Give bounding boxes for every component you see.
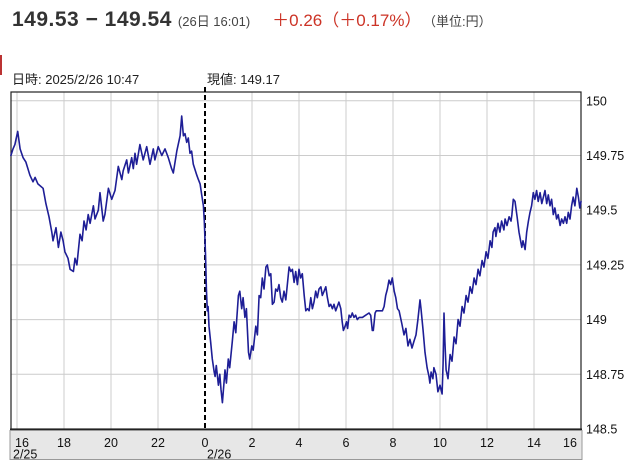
crosshair-datetime-label: 日時: 2025/2/26 10:47 [12, 72, 140, 87]
crosshair-price-label: 現値: 149.17 [207, 72, 280, 87]
price-change: ＋0.26（＋0.17%） [272, 11, 422, 30]
y-tick-label: 149 [586, 313, 607, 327]
left-edge-marker [0, 55, 2, 75]
x-tick-label: 14 [527, 436, 541, 450]
x-tick-label: 16 [563, 436, 577, 450]
y-tick-label: 150 [586, 94, 607, 108]
x-date-label: 2/26 [207, 448, 231, 462]
crosshair-readout: 日時: 2025/2/26 10:47 現値: 149.17 [0, 69, 624, 87]
y-tick-label: 148.5 [586, 423, 617, 437]
y-tick-label: 149.25 [586, 258, 624, 272]
x-tick-label: 16 [15, 436, 29, 450]
x-tick-label: 2 [249, 436, 256, 450]
y-tick-label: 149.75 [586, 149, 624, 163]
unit-note: （単位:円） [429, 14, 492, 29]
x-tick-label: 0 [202, 436, 209, 450]
quote-timestamp: (26日 16:01) [177, 14, 251, 29]
quote-header: 149.53 − 149.54 (26日 16:01) ＋0.26（＋0.17%） （… [12, 6, 492, 32]
x-tick-label: 18 [57, 436, 71, 450]
x-date-label: 2/25 [13, 448, 37, 462]
x-tick-label: 8 [390, 436, 397, 450]
price-line [10, 115, 582, 404]
x-tick-label: 22 [151, 436, 165, 450]
x-tick-label: 10 [433, 436, 447, 450]
y-tick-label: 148.75 [586, 368, 624, 382]
bid-ask-price: 149.53 − 149.54 [12, 8, 172, 31]
x-axis-band [9, 430, 583, 460]
x-tick-label: 12 [480, 436, 494, 450]
plot-border [10, 91, 582, 430]
y-tick-label: 149.5 [586, 204, 617, 218]
x-tick-label: 6 [343, 436, 350, 450]
x-tick-label: 4 [296, 436, 303, 450]
x-tick-label: 20 [104, 436, 118, 450]
